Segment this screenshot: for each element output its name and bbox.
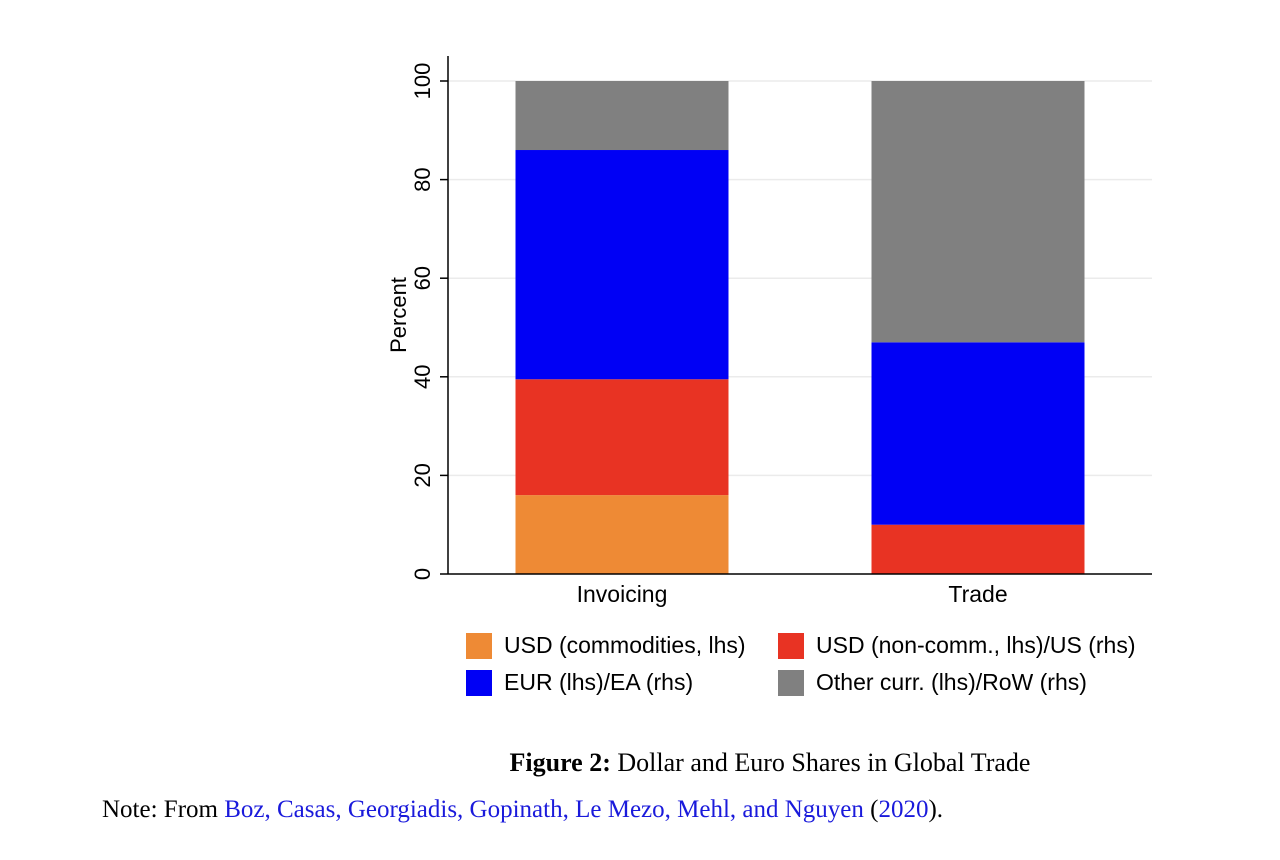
- legend-item-usd-commodities: USD (commodities, lhs): [466, 632, 746, 659]
- note-open: (: [863, 796, 879, 823]
- note: Note: From Boz, Casas, Georgiadis, Gopin…: [102, 796, 943, 824]
- bar-segment: [871, 342, 1085, 525]
- y-tick-label: 60: [410, 266, 435, 290]
- stacked-bar-chart: 0 20 40 60 80 100 Invoicing Trade Percent: [386, 56, 1152, 607]
- figure-title: Dollar and Euro Shares in Global Trade: [617, 748, 1031, 777]
- y-tick-label: 80: [410, 167, 435, 191]
- legend-item-other: Other curr. (lhs)/RoW (rhs): [778, 669, 1087, 696]
- legend-swatch: [778, 669, 804, 696]
- citation-year-link[interactable]: 2020: [878, 796, 929, 823]
- y-ticks: 0 20 40 60 80 100: [410, 63, 448, 580]
- figure-label: Figure 2:: [509, 748, 611, 777]
- bar-segment: [515, 150, 729, 380]
- legend-swatch: [466, 632, 492, 659]
- y-axis-label: Percent: [386, 277, 411, 353]
- bar-segment: [515, 379, 729, 496]
- bar-segment: [515, 495, 729, 574]
- legend-item-usd-noncomm: USD (non-comm., lhs)/US (rhs): [778, 632, 1135, 659]
- category-label: Trade: [948, 581, 1007, 607]
- bar-segment: [871, 524, 1085, 574]
- legend-item-eur: EUR (lhs)/EA (rhs): [466, 669, 693, 696]
- y-tick-label: 40: [410, 365, 435, 389]
- legend-label: USD (non-comm., lhs)/US (rhs): [816, 632, 1136, 658]
- citation-authors-link[interactable]: Boz, Casas, Georgiadis, Gopinath, Le Mez…: [224, 796, 864, 823]
- bars: [515, 81, 1085, 574]
- y-tick-label: 100: [410, 63, 435, 100]
- y-tick-label: 20: [410, 463, 435, 487]
- figure-caption: Figure 2: Dollar and Euro Shares in Glob…: [0, 748, 1280, 778]
- bar-segment: [515, 81, 729, 151]
- legend-swatch: [778, 632, 804, 659]
- bar-segment: [871, 81, 1085, 343]
- legend-label: EUR (lhs)/EA (rhs): [504, 669, 694, 695]
- note-prefix: Note: From: [102, 796, 225, 823]
- legend-label: Other curr. (lhs)/RoW (rhs): [816, 669, 1087, 695]
- category-labels: Invoicing Trade: [577, 581, 1008, 607]
- legend-swatch: [466, 669, 492, 696]
- category-label: Invoicing: [577, 581, 668, 607]
- legend-label: USD (commodities, lhs): [504, 632, 746, 658]
- note-close: ).: [928, 796, 944, 823]
- y-tick-label: 0: [410, 568, 435, 580]
